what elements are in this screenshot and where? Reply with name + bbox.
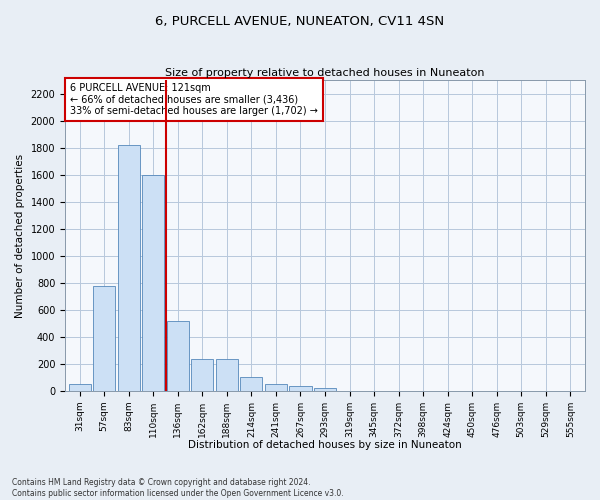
Bar (142, 175, 164, 391)
Title: Size of property relative to detached houses in Nuneaton: Size of property relative to detached ho… (165, 68, 485, 78)
Bar (216, 360, 238, 391)
Text: 6, PURCELL AVENUE, NUNEATON, CV11 4SN: 6, PURCELL AVENUE, NUNEATON, CV11 4SN (155, 15, 445, 28)
Bar (118, 145, 140, 391)
Bar (191, 360, 214, 391)
Bar (314, 388, 336, 391)
Bar (93, 286, 115, 391)
Bar (265, 384, 287, 391)
Y-axis label: Number of detached properties: Number of detached properties (15, 154, 25, 318)
Bar (241, 377, 262, 391)
Bar (167, 322, 189, 391)
Bar (289, 386, 311, 391)
X-axis label: Distribution of detached houses by size in Nuneaton: Distribution of detached houses by size … (188, 440, 462, 450)
Text: Contains HM Land Registry data © Crown copyright and database right 2024.
Contai: Contains HM Land Registry data © Crown c… (12, 478, 344, 498)
Text: 6 PURCELL AVENUE: 121sqm
← 66% of detached houses are smaller (3,436)
33% of sem: 6 PURCELL AVENUE: 121sqm ← 66% of detach… (70, 84, 318, 116)
Bar (69, 384, 91, 391)
